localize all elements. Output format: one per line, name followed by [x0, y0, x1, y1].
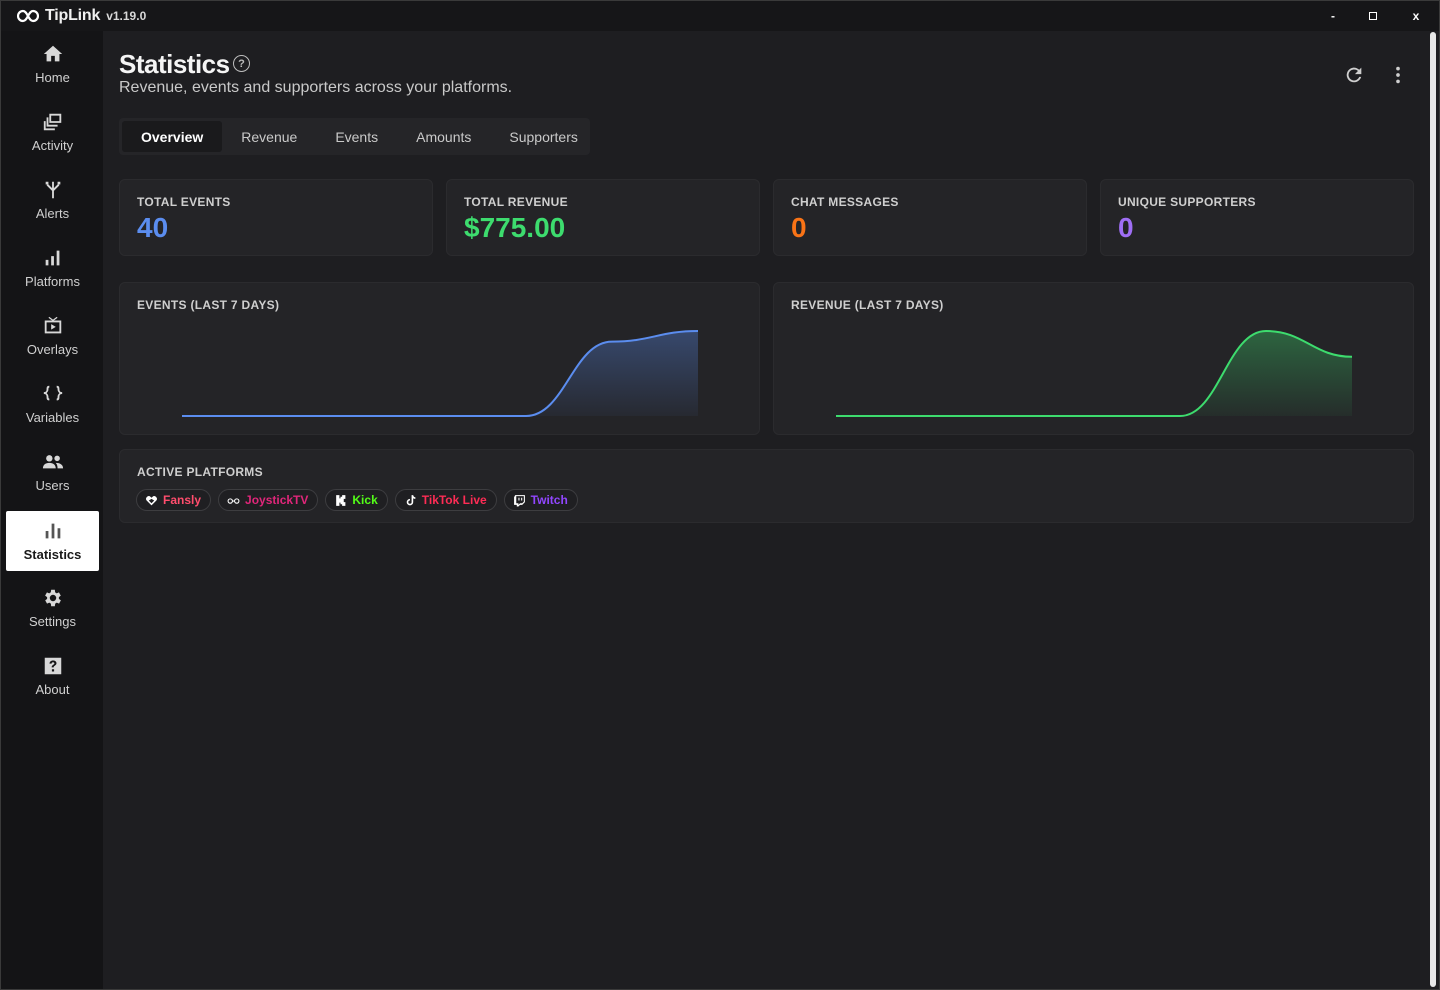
sidebar-item-overlays[interactable]: Overlays	[6, 306, 99, 366]
refresh-icon[interactable]	[1343, 64, 1365, 86]
chart-series-line	[836, 329, 1353, 417]
sidebar-item-label: Users	[35, 478, 70, 493]
stat-label: UNIQUE SUPPORTERS	[1118, 195, 1256, 209]
sidebar-item-settings[interactable]: Settings	[6, 578, 99, 638]
sidebar-item-users[interactable]: Users	[6, 442, 99, 502]
platform-label: Fansly	[163, 493, 202, 507]
stat-value: 40	[137, 212, 169, 243]
joysticktv-icon	[227, 497, 240, 504]
events-chart-card: EVENTS (LAST 7 DAYS)	[119, 282, 760, 435]
stats-tabs: Overview Revenue Events Amounts Supporte…	[119, 118, 590, 155]
sidebar-item-label: Home	[35, 70, 70, 85]
sidebar-item-about[interactable]: About	[6, 646, 99, 706]
app-name: TipLink	[45, 7, 101, 24]
sidebar-item-label: Statistics	[23, 547, 82, 562]
stat-label: TOTAL REVENUE	[464, 195, 568, 209]
twitch-icon	[513, 494, 525, 506]
platform-label: Twitch	[530, 493, 568, 507]
chart-area	[836, 331, 1352, 416]
stat-value: 0	[791, 212, 807, 243]
sidebar-item-label: Variables	[25, 410, 80, 425]
maximize-button[interactable]	[1353, 1, 1393, 31]
tab-amounts[interactable]: Amounts	[416, 128, 472, 145]
chart-area	[182, 331, 698, 416]
events-chart	[182, 330, 699, 417]
sidebar-item-activity[interactable]: Activity	[6, 102, 99, 162]
statistics-icon	[45, 523, 60, 539]
users-icon	[42, 455, 63, 469]
tiktok-icon	[406, 494, 416, 505]
settings-icon	[44, 589, 61, 607]
sidebar-item-label: Activity	[31, 138, 74, 153]
tab-overview[interactable]: Overview	[122, 121, 223, 152]
overlays-icon	[44, 316, 61, 334]
scrollbar[interactable]	[1430, 32, 1436, 987]
kick-icon	[336, 494, 346, 506]
active-platforms-title: ACTIVE PLATFORMS	[137, 465, 263, 479]
fansly-icon	[146, 495, 157, 505]
about-icon	[44, 657, 61, 675]
activity-icon	[43, 113, 61, 131]
main-content: Statistics ? Revenue, events and support…	[103, 31, 1429, 989]
tab-events[interactable]: Events	[335, 128, 379, 145]
help-icon[interactable]: ?	[233, 55, 250, 72]
tab-revenue[interactable]: Revenue	[241, 128, 298, 145]
platform-chip-twitch[interactable]: Twitch	[503, 489, 578, 511]
sidebar-item-label: Overlays	[26, 342, 79, 357]
stat-value: $775.00	[464, 212, 566, 243]
revenue-chart	[836, 329, 1353, 417]
app-version: v1.19.0	[106, 9, 147, 23]
stat-card-total-events: TOTAL EVENTS 40	[119, 179, 433, 256]
stat-label: CHAT MESSAGES	[791, 195, 899, 209]
revenue-chart-card: REVENUE (LAST 7 DAYS)	[773, 282, 1414, 435]
more-options-icon[interactable]	[1387, 64, 1409, 86]
stat-card-total-revenue: TOTAL REVENUE $775.00	[446, 179, 760, 256]
platform-label: JoystickTV	[245, 493, 309, 507]
platform-chip-kick[interactable]: Kick	[325, 489, 388, 511]
chart-series-line	[182, 330, 699, 417]
sidebar: Home Activity Alerts Platforms Overlays …	[1, 31, 103, 989]
stat-card-unique-supporters: UNIQUE SUPPORTERS 0	[1100, 179, 1414, 256]
minimize-button[interactable]: -	[1331, 9, 1335, 23]
sidebar-item-alerts[interactable]: Alerts	[6, 170, 99, 230]
variables-icon	[43, 385, 62, 401]
platform-chip-tiktok[interactable]: TikTok Live	[394, 489, 497, 511]
tiplink-logo-icon	[17, 9, 39, 23]
title-bar: TipLink v1.19.0 - x	[1, 1, 1439, 31]
close-button[interactable]: x	[1412, 9, 1420, 23]
page-title: Statistics	[119, 49, 230, 79]
platform-label: Kick	[352, 493, 378, 507]
sidebar-item-platforms[interactable]: Platforms	[6, 238, 99, 298]
sidebar-item-label: Platforms	[25, 274, 80, 289]
sidebar-item-label: Alerts	[35, 206, 70, 221]
platform-chips: Fansly JoystickTV Kick TikTok Live Twitc…	[136, 489, 585, 511]
sidebar-item-variables[interactable]: Variables	[6, 374, 99, 434]
home-icon	[43, 45, 62, 62]
sidebar-item-label: Settings	[29, 614, 76, 629]
platform-chip-joysticktv[interactable]: JoystickTV	[218, 489, 319, 511]
active-platforms-card: ACTIVE PLATFORMS Fansly JoystickTV Kick …	[119, 449, 1414, 523]
chart-title: REVENUE (LAST 7 DAYS)	[791, 298, 944, 312]
sidebar-item-statistics[interactable]: Statistics	[6, 511, 99, 571]
sidebar-item-label: About	[35, 682, 70, 697]
platform-chip-fansly[interactable]: Fansly	[136, 489, 212, 511]
stat-label: TOTAL EVENTS	[137, 195, 231, 209]
chart-title: EVENTS (LAST 7 DAYS)	[137, 298, 280, 312]
alerts-icon	[45, 181, 60, 199]
stat-value: 0	[1118, 212, 1134, 243]
tab-supporters[interactable]: Supporters	[509, 128, 578, 145]
platform-label: TikTok Live	[421, 493, 487, 507]
sidebar-item-home[interactable]: Home	[6, 34, 99, 94]
page-subtitle: Revenue, events and supporters across yo…	[119, 79, 513, 96]
platforms-icon	[45, 250, 59, 266]
stat-card-chat-messages: CHAT MESSAGES 0	[773, 179, 1087, 256]
